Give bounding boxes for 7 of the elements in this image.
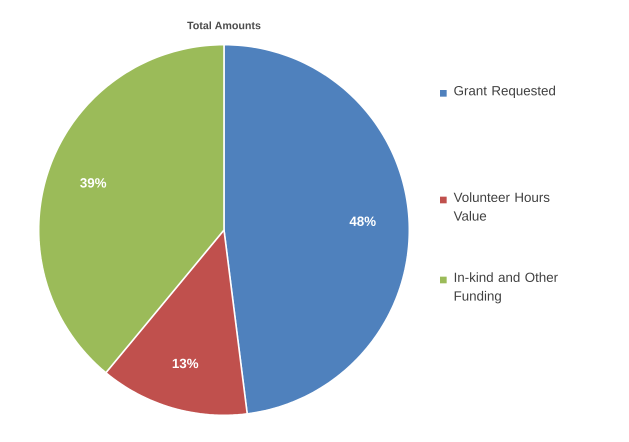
data-label: 48% [350,216,376,226]
legend-label: Grant Requested [454,86,556,98]
legend-label: In-kind and Other Funding [454,272,558,304]
data-label: 13% [172,358,198,368]
chart-title: Total Amounts [187,21,260,30]
legend-label: Volunteer Hours Value [454,192,550,221]
data-label: 39% [80,178,106,188]
